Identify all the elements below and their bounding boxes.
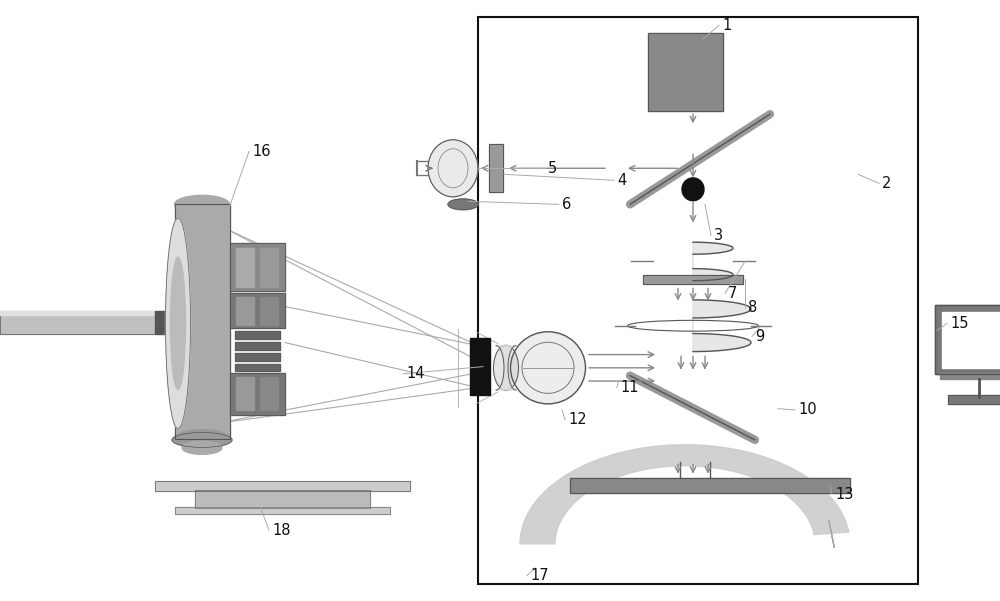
Ellipse shape (182, 441, 222, 454)
Bar (935, 305, 1000, 374)
Bar (175, 507, 390, 514)
Text: 3: 3 (714, 228, 723, 243)
Polygon shape (496, 346, 516, 390)
Polygon shape (693, 300, 751, 352)
Text: 4: 4 (617, 173, 626, 188)
Bar (230, 243, 285, 291)
Ellipse shape (166, 218, 190, 429)
Ellipse shape (448, 199, 478, 210)
Text: 16: 16 (252, 144, 270, 159)
Bar (942, 312, 1000, 368)
Text: 8: 8 (748, 300, 757, 315)
Bar (0, 311, 155, 315)
Bar (648, 33, 723, 111)
Text: 14: 14 (406, 367, 424, 381)
Bar (236, 377, 254, 410)
Ellipse shape (175, 195, 230, 213)
Polygon shape (520, 445, 849, 544)
Text: 17: 17 (530, 569, 549, 583)
Text: 6: 6 (562, 197, 571, 212)
Text: 11: 11 (620, 380, 639, 395)
Bar (195, 490, 370, 508)
Bar (235, 342, 280, 350)
Bar (948, 395, 1000, 404)
Bar (230, 293, 285, 328)
Text: 2: 2 (882, 176, 891, 191)
Bar (230, 373, 285, 415)
Text: 9: 9 (755, 329, 764, 344)
Text: 1: 1 (722, 18, 731, 32)
Bar (570, 478, 850, 493)
Text: 10: 10 (798, 403, 817, 417)
Bar (0, 311, 155, 334)
Bar (260, 377, 278, 410)
Bar (643, 275, 743, 284)
Ellipse shape (172, 433, 232, 447)
Bar (648, 33, 723, 111)
Bar (155, 311, 180, 334)
Bar (155, 481, 410, 491)
Bar (948, 395, 1000, 404)
Bar (195, 490, 370, 508)
Text: 7: 7 (728, 286, 737, 300)
Bar (260, 248, 278, 287)
Ellipse shape (170, 257, 186, 389)
Bar (643, 275, 743, 284)
Text: 5: 5 (548, 161, 557, 175)
Text: 18: 18 (272, 523, 290, 537)
Bar (570, 478, 850, 493)
Bar (0, 311, 155, 334)
Ellipse shape (682, 178, 704, 201)
Bar (235, 364, 280, 371)
Ellipse shape (494, 345, 518, 391)
Bar (260, 297, 278, 325)
Text: 15: 15 (950, 316, 968, 331)
Bar (940, 373, 1000, 379)
Bar (236, 248, 254, 287)
Bar (489, 144, 503, 192)
Bar (175, 204, 230, 439)
Bar (489, 144, 503, 192)
Bar (935, 305, 1000, 374)
Bar (235, 364, 280, 371)
Bar (235, 331, 280, 339)
Ellipse shape (511, 332, 586, 404)
Bar (230, 373, 285, 415)
Bar (155, 311, 180, 334)
Bar (175, 204, 230, 439)
Bar (236, 297, 254, 325)
Polygon shape (693, 242, 733, 281)
Bar (175, 507, 390, 514)
Bar (235, 331, 280, 339)
Bar (235, 353, 280, 361)
Bar (230, 243, 285, 291)
Bar (235, 342, 280, 350)
Text: 13: 13 (835, 487, 853, 501)
Polygon shape (829, 520, 834, 548)
Bar (235, 353, 280, 361)
Text: 12: 12 (568, 412, 587, 427)
Bar (155, 481, 410, 491)
Ellipse shape (175, 430, 230, 448)
Bar (478, 17, 918, 584)
Ellipse shape (428, 140, 478, 197)
Bar (230, 293, 285, 328)
Bar (470, 338, 490, 395)
